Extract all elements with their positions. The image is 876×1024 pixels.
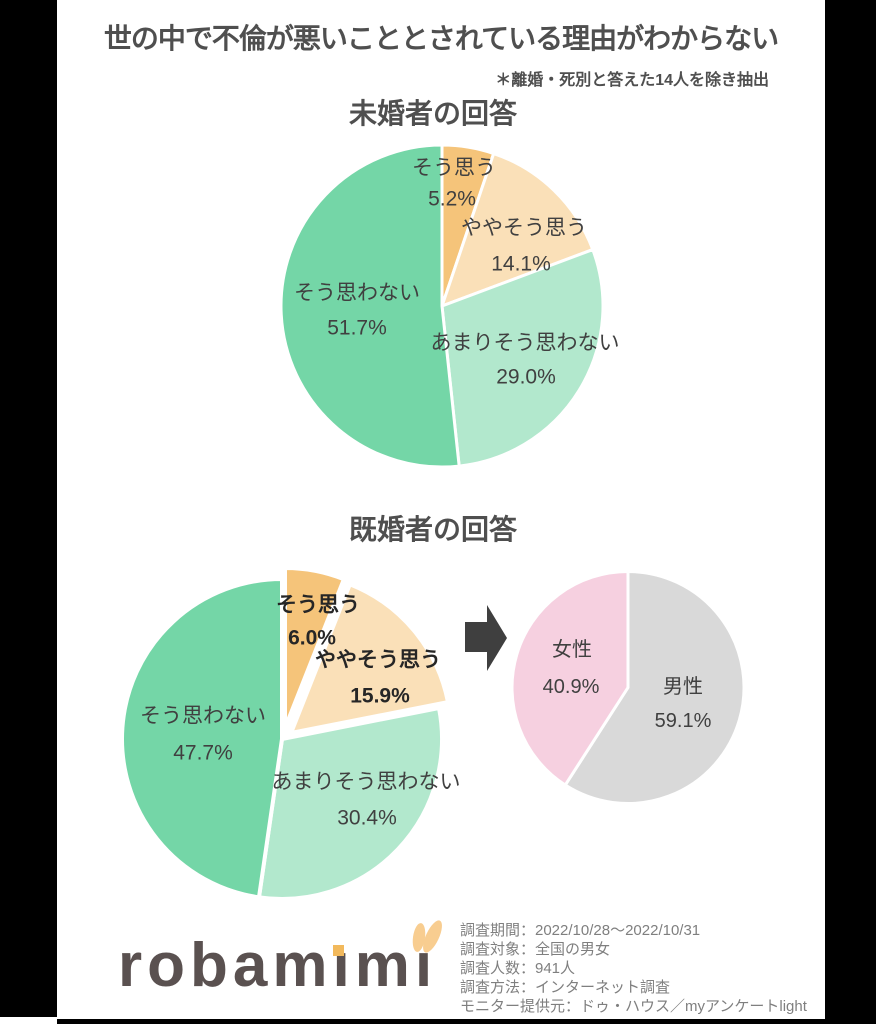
right-letterbox-bar	[825, 0, 876, 1024]
pie-value: 29.0%	[496, 365, 556, 389]
page-title: 世の中で不倫が悪いこととされている理由がわからない	[103, 23, 779, 54]
pie-value: 15.9%	[350, 684, 410, 708]
pie-slice	[510, 570, 630, 787]
pie-value: 59.1%	[654, 710, 712, 732]
survey-info-line: 調査方法：インターネット調査	[460, 979, 671, 996]
pie-chart-gender	[510, 570, 746, 805]
pie-chart-unmarried	[279, 143, 605, 469]
pie-label: あまりそう思わない	[430, 331, 620, 355]
pie-label: そう思う	[412, 156, 496, 180]
pie-label: そう思う	[276, 593, 360, 617]
survey-info-line: 調査対象：全国の男女	[460, 941, 611, 958]
pie-value: 30.4%	[337, 806, 397, 830]
pie-value: 6.0%	[288, 626, 336, 650]
logo-text-part: robam	[118, 931, 333, 1000]
donkey-ears-icon: ı	[414, 931, 438, 1000]
pie-label: あまりそう思わない	[271, 770, 461, 794]
pie-slice	[289, 582, 450, 735]
pie-label: 女性	[552, 639, 592, 661]
pie-value: 5.2%	[428, 187, 476, 211]
chart-title-unmarried: 未婚者の回答	[348, 98, 517, 129]
pie-value: 40.9%	[542, 676, 600, 698]
logo-text-part: m	[354, 931, 415, 1000]
pie-label: そう思わない	[294, 281, 420, 305]
pie-label: そう思わない	[140, 704, 266, 728]
pie-slice	[563, 570, 746, 805]
pie-slice	[256, 706, 444, 901]
logo-orange-dot-i: ı	[332, 931, 355, 1000]
robamimi-logo: robamımı	[118, 935, 437, 997]
pie-label: ややそう思う	[315, 648, 441, 672]
left-letterbox-bar	[0, 0, 57, 1017]
pie-slice	[440, 248, 605, 468]
bottom-letterbox-bar	[57, 1019, 825, 1024]
chart-title-married: 既婚者の回答	[348, 514, 517, 545]
pie-label: ややそう思う	[461, 216, 587, 240]
pie-slice	[440, 152, 595, 308]
pie-value: 47.7%	[173, 741, 233, 765]
pie-chart-married	[120, 566, 450, 901]
page-note: ＊離婚・死別と答えた14人を除き抽出	[495, 72, 769, 89]
pie-value: 14.1%	[491, 252, 551, 276]
survey-info-line: 調査期間：2022/10/28～2022/10/31	[460, 922, 701, 939]
pie-slice	[120, 577, 284, 900]
pie-label: 男性	[663, 676, 703, 698]
survey-info-line: 調査人数：941人	[460, 960, 576, 977]
survey-info-line: モニター提供元：ドゥ・ハウス／myアンケートlight	[460, 998, 807, 1015]
pie-slice	[283, 566, 346, 730]
pie-slice	[279, 143, 461, 469]
right-arrow-icon	[465, 605, 507, 671]
pie-value: 51.7%	[327, 316, 387, 340]
survey-info-block: 調査期間：2022/10/28～2022/10/31 調査対象：全国の男女 調査…	[460, 921, 807, 1016]
